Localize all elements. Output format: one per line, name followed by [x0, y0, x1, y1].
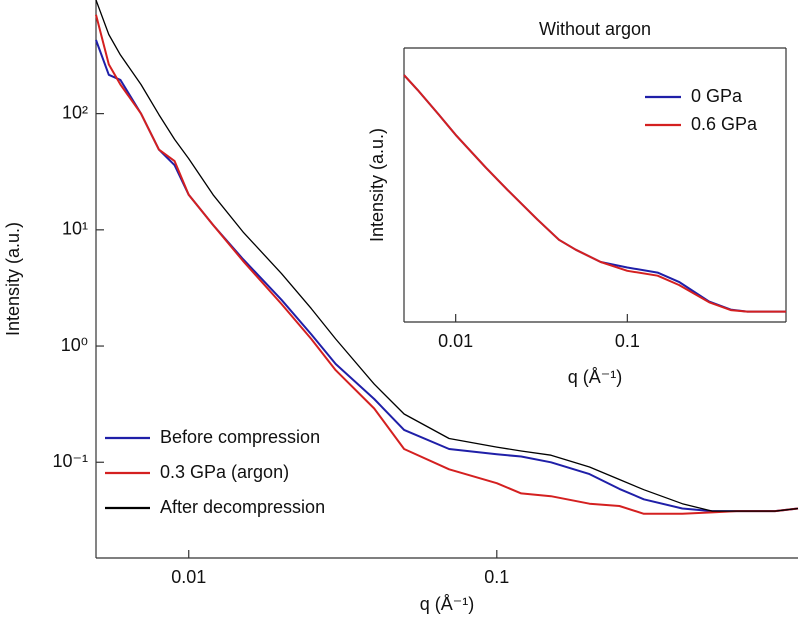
- x-tick-label: 0.1: [484, 567, 509, 587]
- series-line: [95, 0, 799, 512]
- x-tick-label: 0.01: [171, 567, 206, 587]
- y-tick-label: 10²: [62, 102, 88, 122]
- legend-label: After decompression: [160, 497, 325, 517]
- x-tick-label: 0.1: [615, 331, 640, 351]
- series-line: [403, 74, 786, 313]
- x-axis-label: q (Å⁻¹): [568, 367, 623, 387]
- y-tick-label: 10⁰: [61, 335, 88, 355]
- legend-label: 0.6 GPa: [691, 114, 758, 134]
- legend-label: 0.3 GPa (argon): [160, 462, 289, 482]
- y-tick-label: 10⁻¹: [52, 451, 88, 471]
- series-line: [95, 14, 799, 515]
- x-tick-label: 0.01: [438, 331, 473, 351]
- legend-label: Before compression: [160, 427, 320, 447]
- y-tick-label: 10¹: [62, 219, 88, 239]
- chart-title: Without argon: [539, 19, 651, 39]
- y-axis-label: Intensity (a.u.): [3, 222, 23, 336]
- series-line: [403, 74, 786, 313]
- x-axis-label: q (Å⁻¹): [420, 594, 475, 614]
- legend-label: 0 GPa: [691, 86, 743, 106]
- y-axis-label: Intensity (a.u.): [367, 128, 387, 242]
